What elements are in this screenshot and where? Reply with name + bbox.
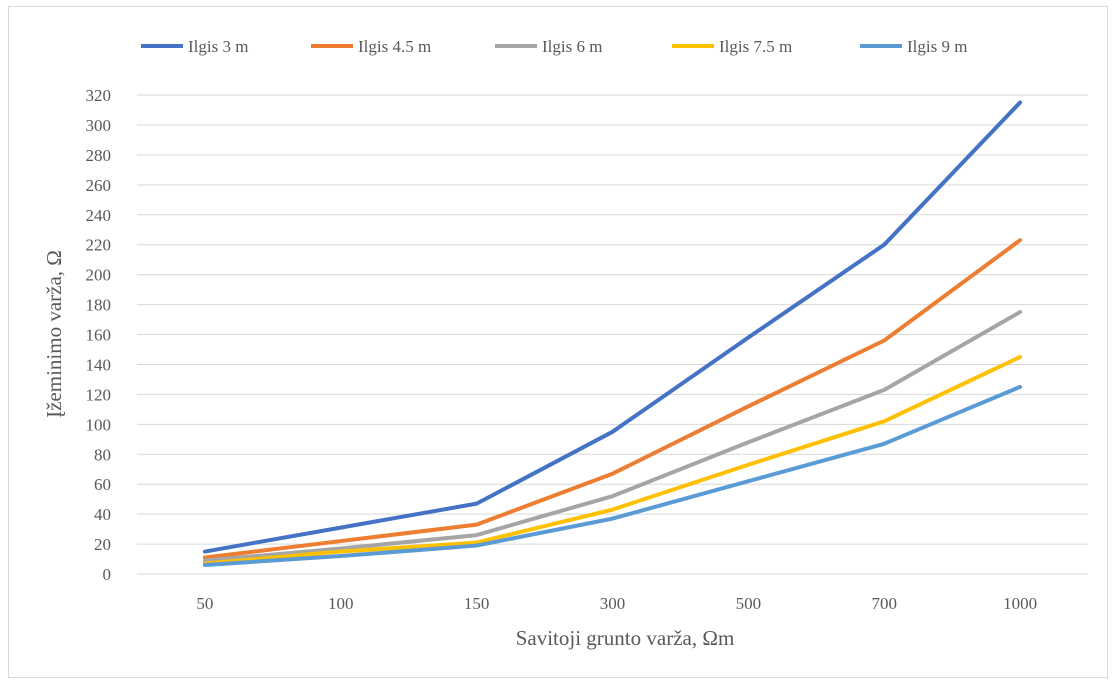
chart-frame [8,6,1108,678]
x-tick-label: 500 [736,594,762,613]
legend-label: Ilgis 6 m [542,37,602,56]
y-tick-label: 60 [94,475,111,494]
y-tick-label: 40 [94,505,111,524]
legend: Ilgis 3 m Ilgis 4.5 m Ilgis 6 m Ilgis 7.5 m… [141,37,967,56]
legend-item: Ilgis 7.5 m [672,37,792,56]
x-tick-label: 1000 [1003,594,1037,613]
x-axis-title: Savitoji grunto varža, Ωm [516,626,735,650]
legend-item: Ilgis 4.5 m [311,37,431,56]
legend-label: Ilgis 3 m [188,37,248,56]
gridlines [137,94,1088,575]
y-tick-label: 220 [86,236,112,255]
y-axis-title: Įžeminimo varža, Ω [42,250,66,418]
y-tick-label: 200 [86,266,112,285]
y-tick-label: 320 [86,86,112,105]
x-axis-ticks: 50 100 150 300 500 700 1000 [196,594,1037,613]
y-tick-label: 80 [94,445,111,464]
y-tick-label: 260 [86,176,112,195]
y-axis-ticks: 0 20 40 60 80 100 120 140 160 180 200 220 240 260 280 3… [86,86,112,584]
series-line-3 [202,310,1023,563]
y-tick-label: 240 [86,206,112,225]
y-tick-label: 0 [103,565,112,584]
legend-item: Ilgis 9 m [860,37,967,56]
x-tick-label: 300 [600,594,626,613]
y-tick-label: 100 [86,415,112,434]
legend-item: Ilgis 3 m [141,37,248,56]
series-line-4 [202,354,1023,566]
series-line-2 [202,238,1023,560]
x-tick-label: 100 [328,594,354,613]
legend-label: Ilgis 9 m [907,37,967,56]
x-tick-label: 700 [871,594,897,613]
x-tick-label: 150 [464,594,490,613]
series-line-1 [202,100,1023,554]
y-tick-label: 160 [86,326,112,345]
y-tick-label: 180 [86,296,112,315]
y-tick-label: 280 [86,146,112,165]
y-tick-label: 120 [86,385,112,404]
legend-item: Ilgis 6 m [495,37,602,56]
y-tick-label: 300 [86,116,112,135]
series-line-5 [202,384,1023,568]
legend-label: Ilgis 4.5 m [358,37,431,56]
x-tick-label: 50 [196,594,213,613]
y-tick-label: 20 [94,535,111,554]
legend-label: Ilgis 7.5 m [719,37,792,56]
series-lines [202,100,1023,568]
y-tick-label: 140 [86,355,112,374]
